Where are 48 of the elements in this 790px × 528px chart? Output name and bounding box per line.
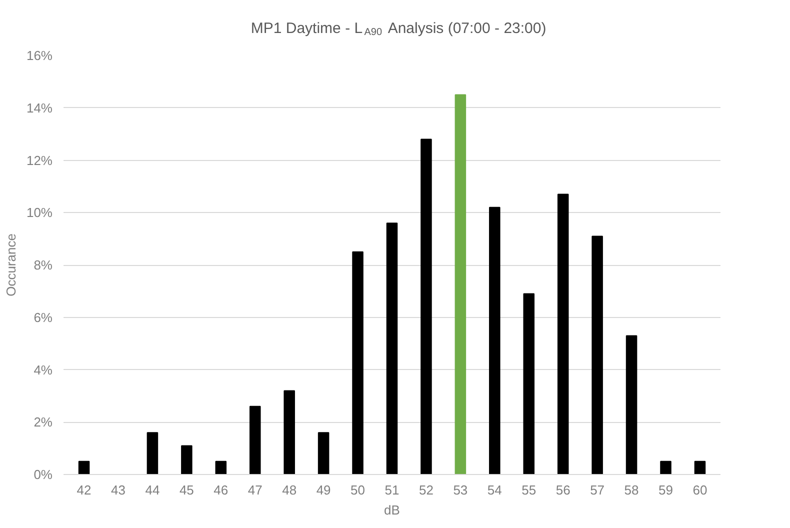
bar [660, 460, 672, 474]
x-tick-label: 50 [350, 482, 366, 498]
bar [386, 222, 398, 474]
bar [694, 460, 706, 474]
x-tick-label: 58 [624, 482, 639, 498]
y-tick-label: 16% [26, 48, 53, 63]
bar [489, 206, 500, 474]
bar [284, 390, 295, 474]
bar [181, 445, 192, 474]
x-axis-title: dB [384, 502, 400, 518]
x-tick-label: 54 [487, 482, 502, 498]
y-tick-label: 0% [34, 467, 53, 482]
y-tick-label: 6% [34, 310, 53, 325]
bar [557, 194, 569, 474]
x-tick-label: 55 [522, 482, 536, 498]
y-tick-label: 14% [26, 100, 53, 116]
x-tick-label: 56 [556, 482, 570, 498]
bar [626, 335, 638, 474]
x-tick-label: 48 [282, 482, 297, 498]
y-tick-label: 2% [34, 414, 53, 430]
bar [318, 432, 330, 474]
y-tick-label: 10% [26, 205, 53, 220]
x-tick-label: 47 [248, 482, 262, 498]
bar [249, 406, 261, 474]
x-tick-label: 43 [111, 482, 126, 498]
x-tick-label: 51 [384, 482, 400, 498]
x-tick-label: 53 [453, 482, 468, 498]
x-tick-label: 45 [179, 482, 194, 498]
y-tick-label: 4% [34, 362, 53, 378]
x-tick-label: 59 [658, 482, 673, 498]
x-tick-label: 52 [418, 482, 434, 498]
x-tick-label: 49 [316, 482, 331, 498]
bar [592, 236, 603, 474]
bar [215, 460, 227, 474]
y-tick-label: 12% [26, 152, 53, 168]
bar [523, 293, 535, 474]
y-tick-label: 8% [34, 258, 53, 272]
x-tick-label: 44 [145, 482, 160, 498]
bar [454, 94, 466, 474]
bar [420, 138, 432, 474]
y-axis-title: Occurance [3, 234, 18, 296]
bar [78, 460, 90, 474]
x-tick-label: 46 [214, 482, 228, 498]
x-tick-label: 60 [692, 482, 708, 498]
x-tick-label: 57 [590, 482, 605, 498]
x-tick-label: 42 [76, 482, 92, 498]
bar [352, 251, 364, 474]
bar [146, 432, 158, 474]
